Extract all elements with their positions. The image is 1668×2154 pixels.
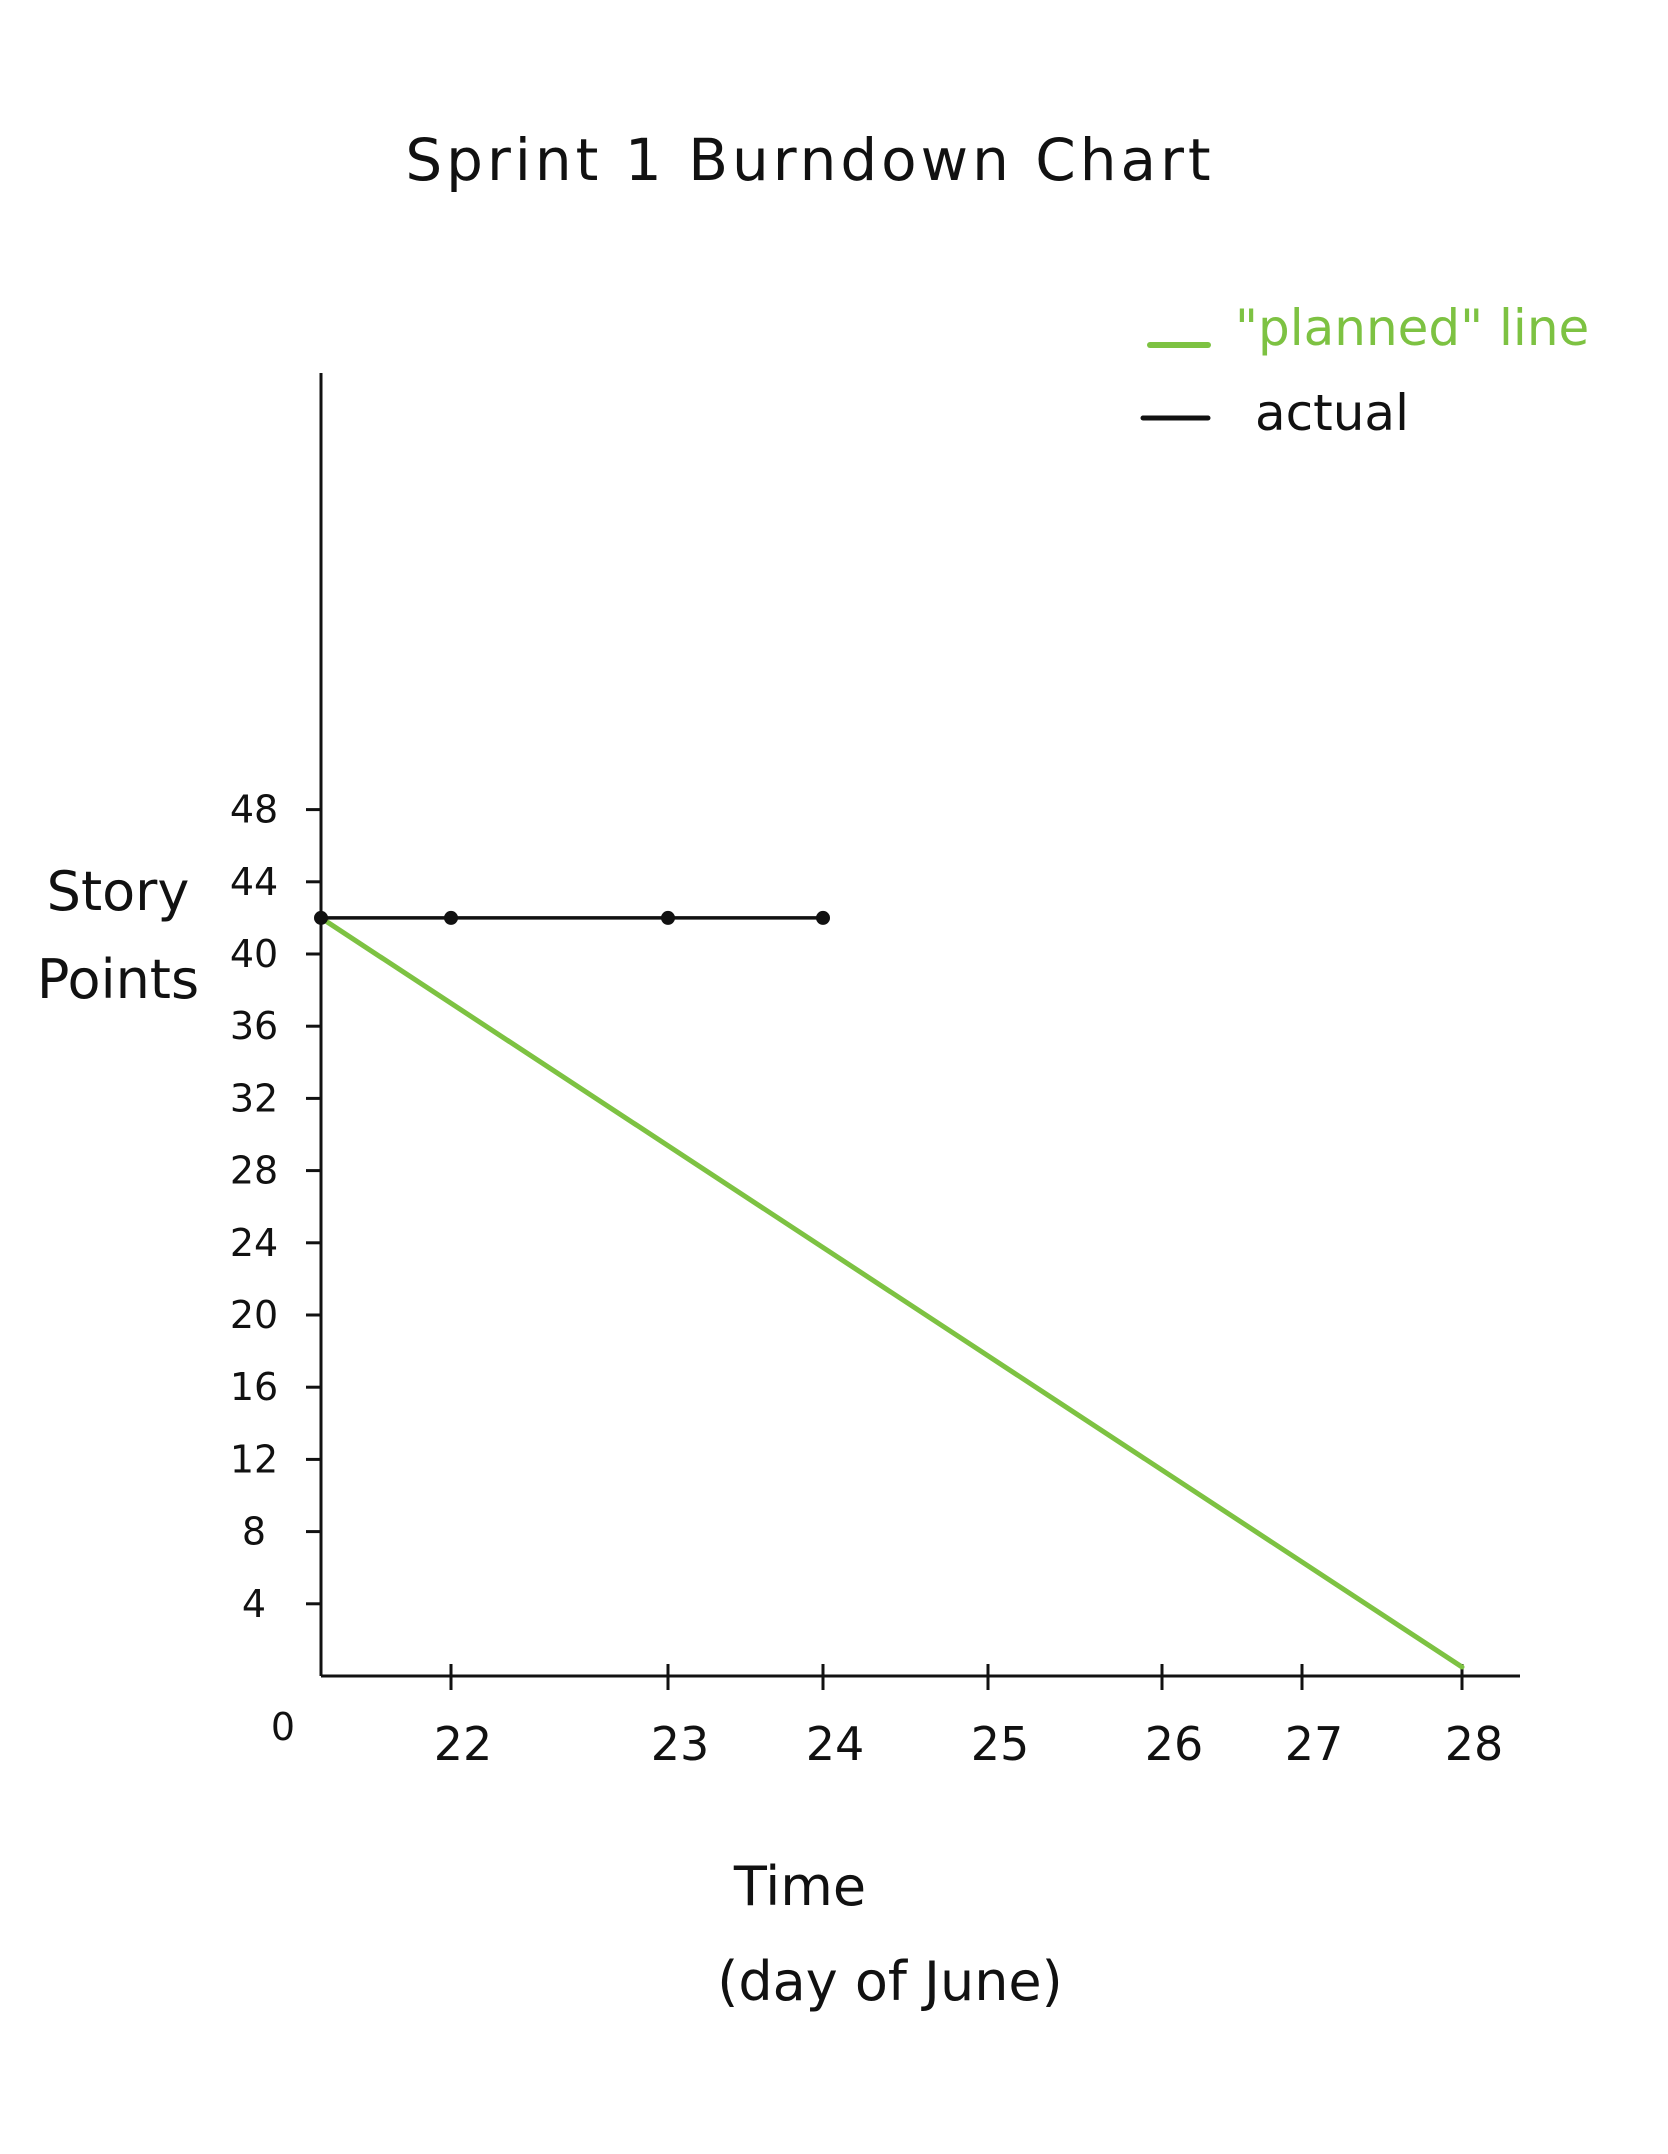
actual-point xyxy=(816,910,830,925)
actual-point xyxy=(314,910,328,925)
x-tick-label: 25 xyxy=(971,1717,1030,1771)
y-tick-label: 8 xyxy=(242,1510,266,1554)
y-tick-label: 16 xyxy=(230,1365,278,1409)
x-axis-title-line-1: Time xyxy=(733,1855,866,1918)
y-tick-label: 40 xyxy=(230,932,278,976)
legend-planned-label: "planned" line xyxy=(1235,299,1589,357)
planned-line xyxy=(318,915,1465,1670)
chart-title: Sprint 1 Burndown Chart xyxy=(405,126,1214,194)
x-tick-label: 24 xyxy=(806,1717,865,1771)
legend-actual-label: actual xyxy=(1255,384,1409,442)
y-tick-label: 36 xyxy=(230,1004,278,1048)
x-tick-label: 23 xyxy=(651,1717,710,1771)
x-tick-label: 26 xyxy=(1145,1717,1204,1771)
y-tick-label: 24 xyxy=(230,1221,278,1265)
actual-point xyxy=(444,910,458,925)
x-tick-label: 22 xyxy=(434,1717,493,1771)
y-tick-label: 44 xyxy=(230,860,278,904)
y-tick-label: 20 xyxy=(230,1293,278,1337)
y-tick-label: 28 xyxy=(230,1149,278,1193)
x-axis-title: Time (day of June) xyxy=(717,1855,1062,2013)
y-tick-label: 48 xyxy=(230,788,278,832)
x-axis-title-line-2: (day of June) xyxy=(717,1950,1062,2013)
y-axis-title: Story Points xyxy=(37,860,199,1011)
x-tick-label: 28 xyxy=(1445,1717,1504,1771)
origin-label: 0 xyxy=(271,1705,295,1749)
x-tick-label: 27 xyxy=(1285,1717,1344,1771)
y-axis-title-line-1: Story xyxy=(47,860,190,923)
y-tick-label: 12 xyxy=(230,1437,278,1481)
actual-point xyxy=(661,910,675,925)
y-tick-label: 32 xyxy=(230,1076,278,1120)
legend: "planned" line actual xyxy=(1140,299,1589,442)
x-ticks: 22 23 24 25 26 27 28 xyxy=(434,1664,1504,1771)
series-layer xyxy=(314,910,1465,1670)
y-axis-title-line-2: Points xyxy=(37,948,199,1011)
y-tick-label: 4 xyxy=(242,1582,266,1626)
